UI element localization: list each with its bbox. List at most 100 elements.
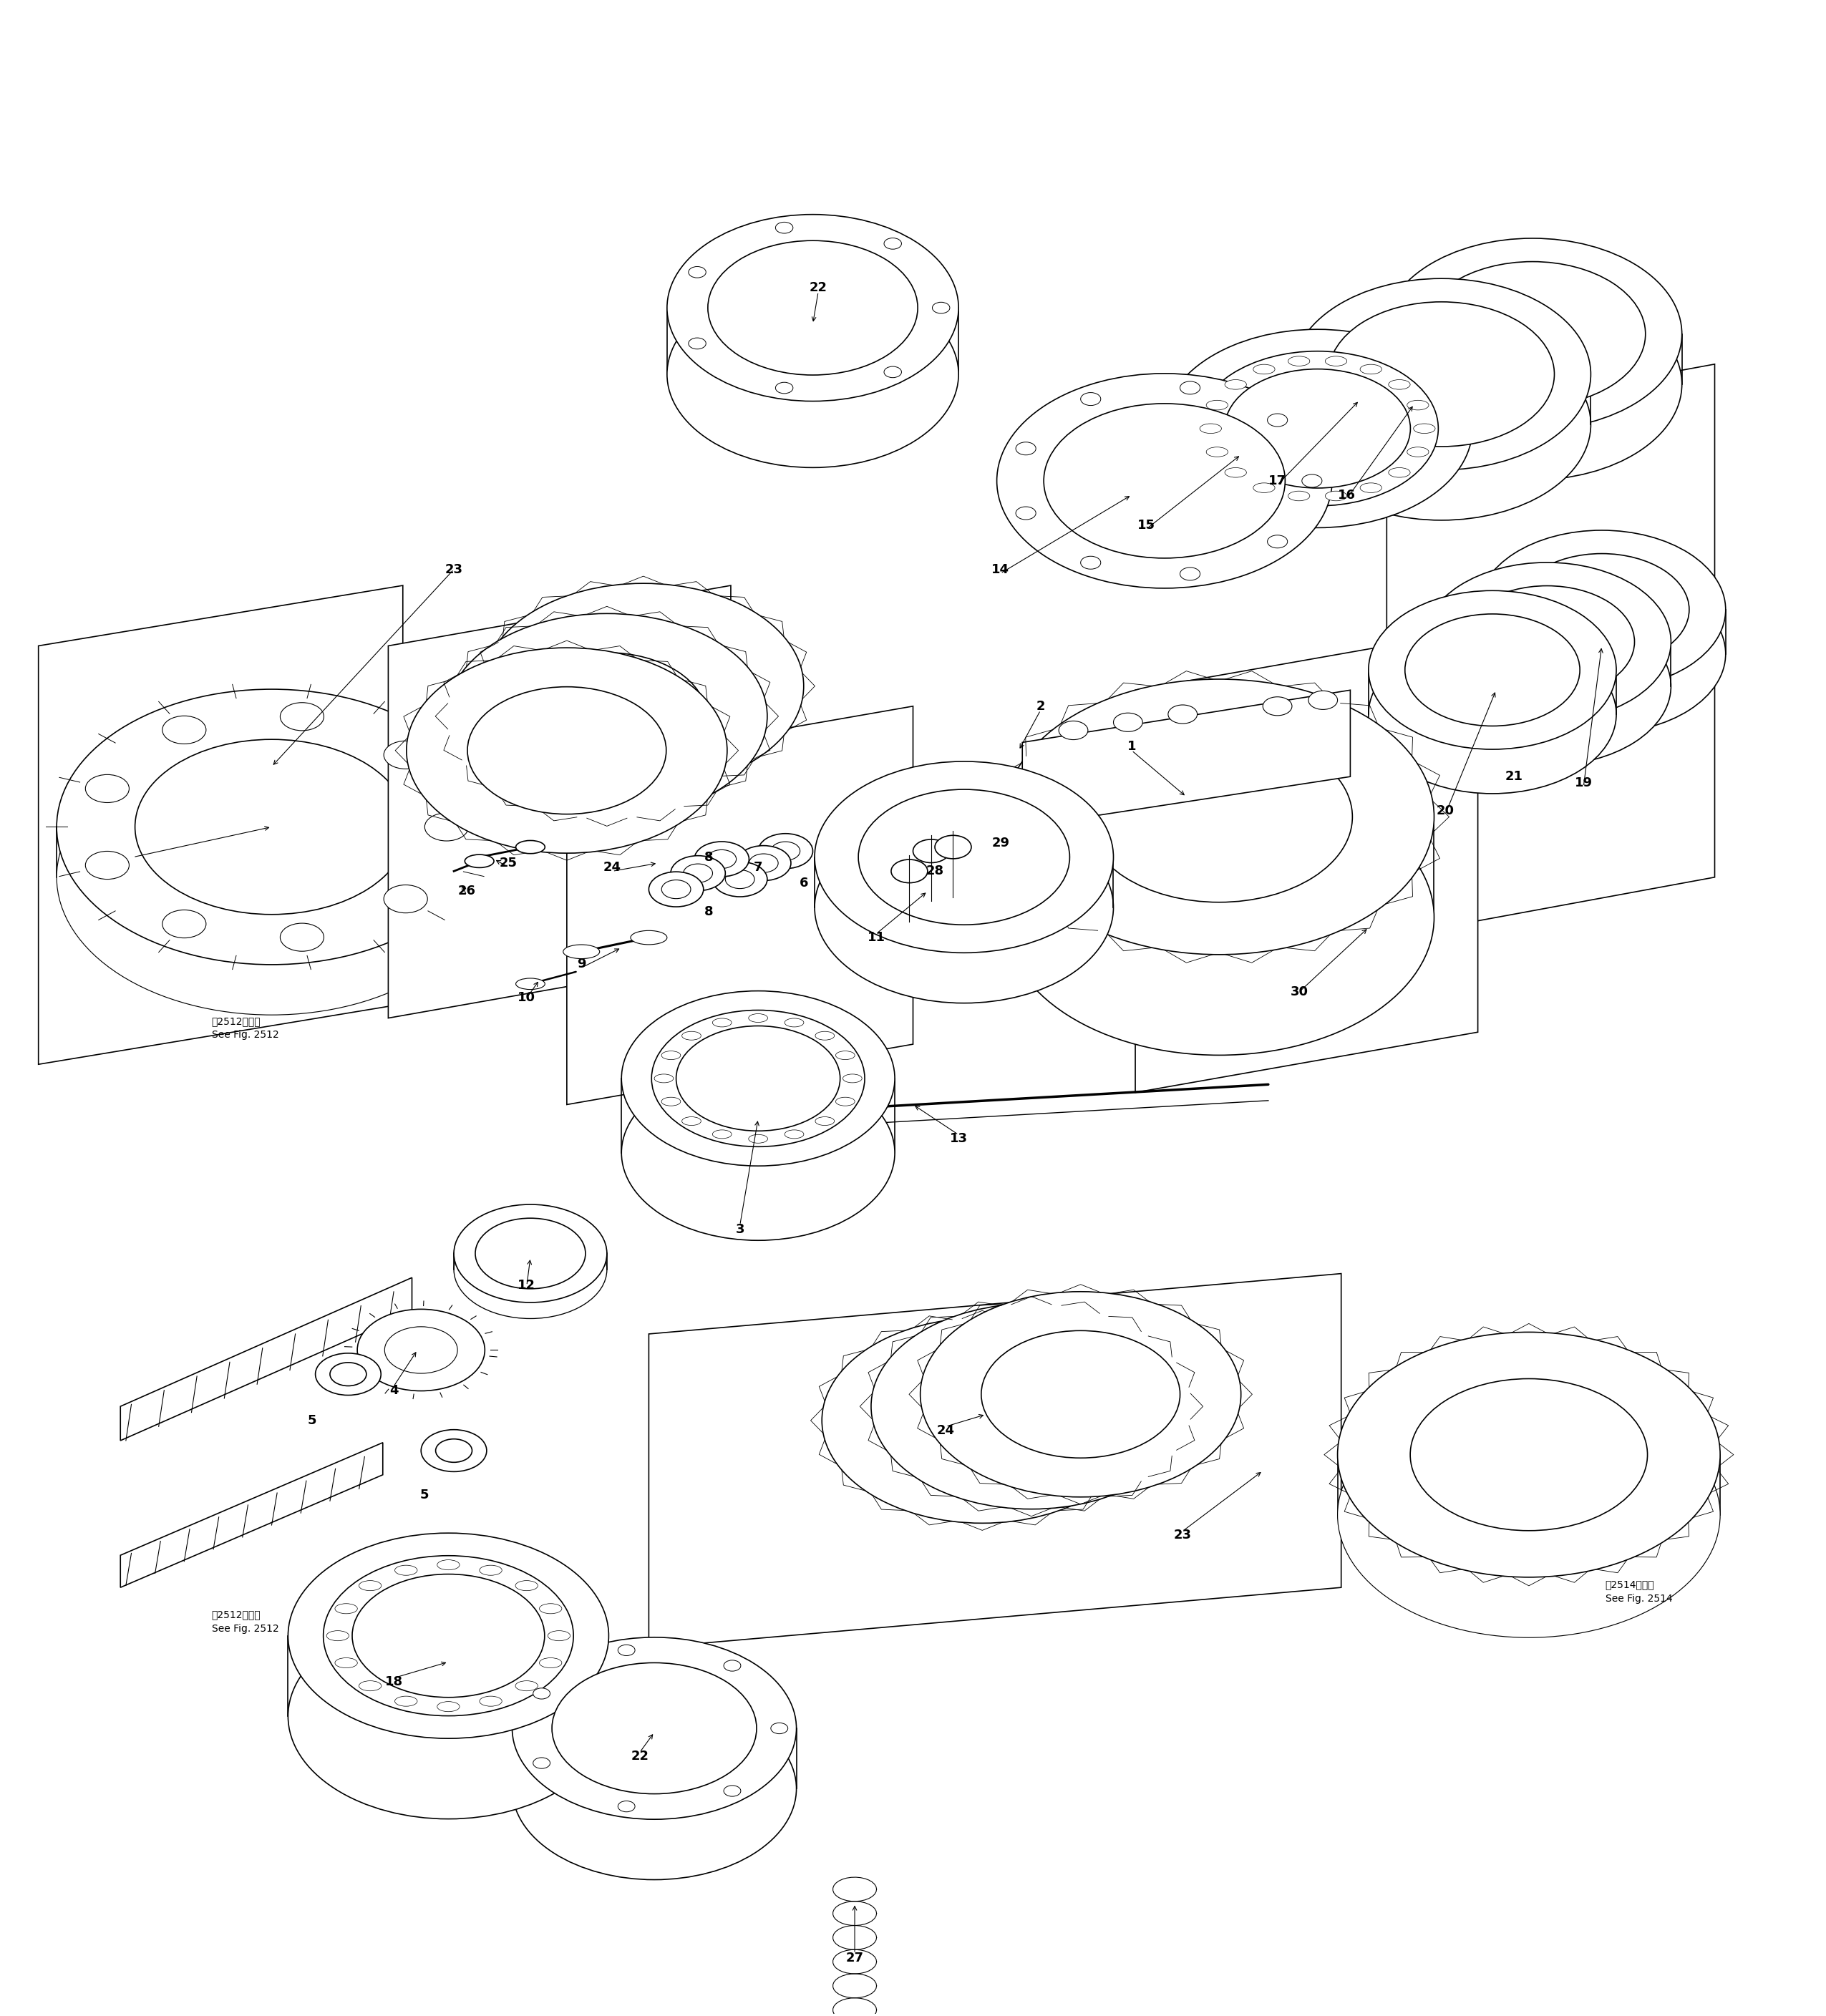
Text: 13: 13	[950, 1133, 968, 1145]
Ellipse shape	[1422, 562, 1671, 722]
Ellipse shape	[1004, 679, 1433, 954]
Ellipse shape	[86, 774, 130, 802]
Ellipse shape	[1059, 722, 1088, 740]
Ellipse shape	[723, 1661, 741, 1671]
Ellipse shape	[1253, 484, 1275, 492]
Ellipse shape	[511, 1637, 796, 1818]
Ellipse shape	[758, 833, 813, 869]
Text: 11: 11	[867, 931, 886, 943]
Ellipse shape	[1015, 506, 1035, 520]
Ellipse shape	[931, 1343, 1130, 1470]
Ellipse shape	[358, 1308, 486, 1391]
Ellipse shape	[1422, 607, 1671, 766]
Ellipse shape	[891, 859, 928, 883]
Ellipse shape	[394, 1564, 418, 1574]
Ellipse shape	[1253, 365, 1275, 375]
Ellipse shape	[57, 689, 488, 964]
Ellipse shape	[436, 1560, 460, 1570]
Text: 24: 24	[603, 861, 621, 873]
Ellipse shape	[334, 1657, 358, 1667]
Ellipse shape	[712, 861, 767, 897]
Polygon shape	[38, 585, 404, 1064]
Ellipse shape	[1225, 468, 1247, 478]
Ellipse shape	[1388, 468, 1410, 478]
Ellipse shape	[871, 1304, 1192, 1510]
Ellipse shape	[736, 845, 791, 881]
Ellipse shape	[1086, 732, 1353, 903]
Ellipse shape	[163, 716, 206, 744]
Ellipse shape	[1225, 369, 1410, 488]
Ellipse shape	[858, 790, 1070, 925]
Ellipse shape	[425, 812, 469, 841]
Ellipse shape	[814, 762, 1114, 954]
Ellipse shape	[617, 1800, 635, 1812]
Ellipse shape	[447, 613, 767, 818]
Text: 9: 9	[577, 958, 586, 970]
Ellipse shape	[935, 835, 971, 859]
Ellipse shape	[1200, 423, 1222, 433]
Ellipse shape	[749, 1014, 767, 1022]
Text: 30: 30	[1291, 986, 1307, 998]
Ellipse shape	[1514, 554, 1689, 665]
Text: 23: 23	[446, 562, 462, 577]
Ellipse shape	[1081, 556, 1101, 569]
Ellipse shape	[836, 1097, 855, 1107]
Ellipse shape	[1408, 448, 1428, 458]
Ellipse shape	[562, 946, 599, 960]
Ellipse shape	[814, 1117, 834, 1125]
Ellipse shape	[1114, 714, 1143, 732]
Ellipse shape	[135, 740, 409, 915]
Ellipse shape	[352, 1574, 544, 1697]
Ellipse shape	[884, 367, 902, 377]
Ellipse shape	[1267, 534, 1287, 548]
Ellipse shape	[511, 1697, 796, 1879]
Ellipse shape	[771, 1724, 787, 1734]
Ellipse shape	[436, 1702, 460, 1712]
Ellipse shape	[1180, 566, 1200, 581]
Ellipse shape	[654, 1075, 674, 1083]
Ellipse shape	[1368, 635, 1616, 794]
Text: 2: 2	[1035, 700, 1044, 712]
Ellipse shape	[436, 1439, 473, 1462]
Ellipse shape	[1287, 492, 1309, 500]
Ellipse shape	[163, 909, 206, 937]
Ellipse shape	[1408, 401, 1428, 409]
Ellipse shape	[466, 855, 495, 867]
Text: 18: 18	[385, 1675, 404, 1689]
Ellipse shape	[712, 1129, 732, 1139]
Ellipse shape	[1287, 357, 1309, 367]
Text: 7: 7	[754, 861, 763, 873]
Ellipse shape	[776, 222, 792, 234]
Ellipse shape	[455, 1220, 606, 1318]
Ellipse shape	[666, 280, 959, 468]
Ellipse shape	[1196, 351, 1439, 506]
Ellipse shape	[913, 839, 950, 863]
Text: 22: 22	[630, 1750, 648, 1762]
Text: 4: 4	[389, 1383, 398, 1397]
Ellipse shape	[814, 812, 1114, 1004]
Ellipse shape	[771, 843, 800, 861]
Text: 17: 17	[1269, 474, 1286, 488]
Text: 27: 27	[845, 1951, 864, 1964]
Ellipse shape	[1368, 591, 1616, 750]
Ellipse shape	[57, 740, 488, 1014]
Ellipse shape	[1264, 698, 1293, 716]
Ellipse shape	[666, 214, 959, 401]
Ellipse shape	[683, 865, 712, 883]
Ellipse shape	[1015, 442, 1035, 456]
Ellipse shape	[661, 879, 690, 899]
Ellipse shape	[749, 1135, 767, 1143]
Ellipse shape	[785, 1129, 803, 1139]
Ellipse shape	[360, 1581, 382, 1591]
Ellipse shape	[323, 1556, 573, 1716]
Ellipse shape	[981, 1331, 1180, 1458]
Ellipse shape	[676, 1026, 840, 1131]
Text: 8: 8	[705, 905, 714, 917]
Ellipse shape	[1382, 238, 1682, 429]
Ellipse shape	[539, 1603, 562, 1613]
Ellipse shape	[1302, 474, 1322, 488]
Ellipse shape	[1477, 530, 1726, 689]
Ellipse shape	[1163, 329, 1472, 528]
Ellipse shape	[1404, 615, 1579, 726]
Ellipse shape	[533, 1758, 550, 1768]
